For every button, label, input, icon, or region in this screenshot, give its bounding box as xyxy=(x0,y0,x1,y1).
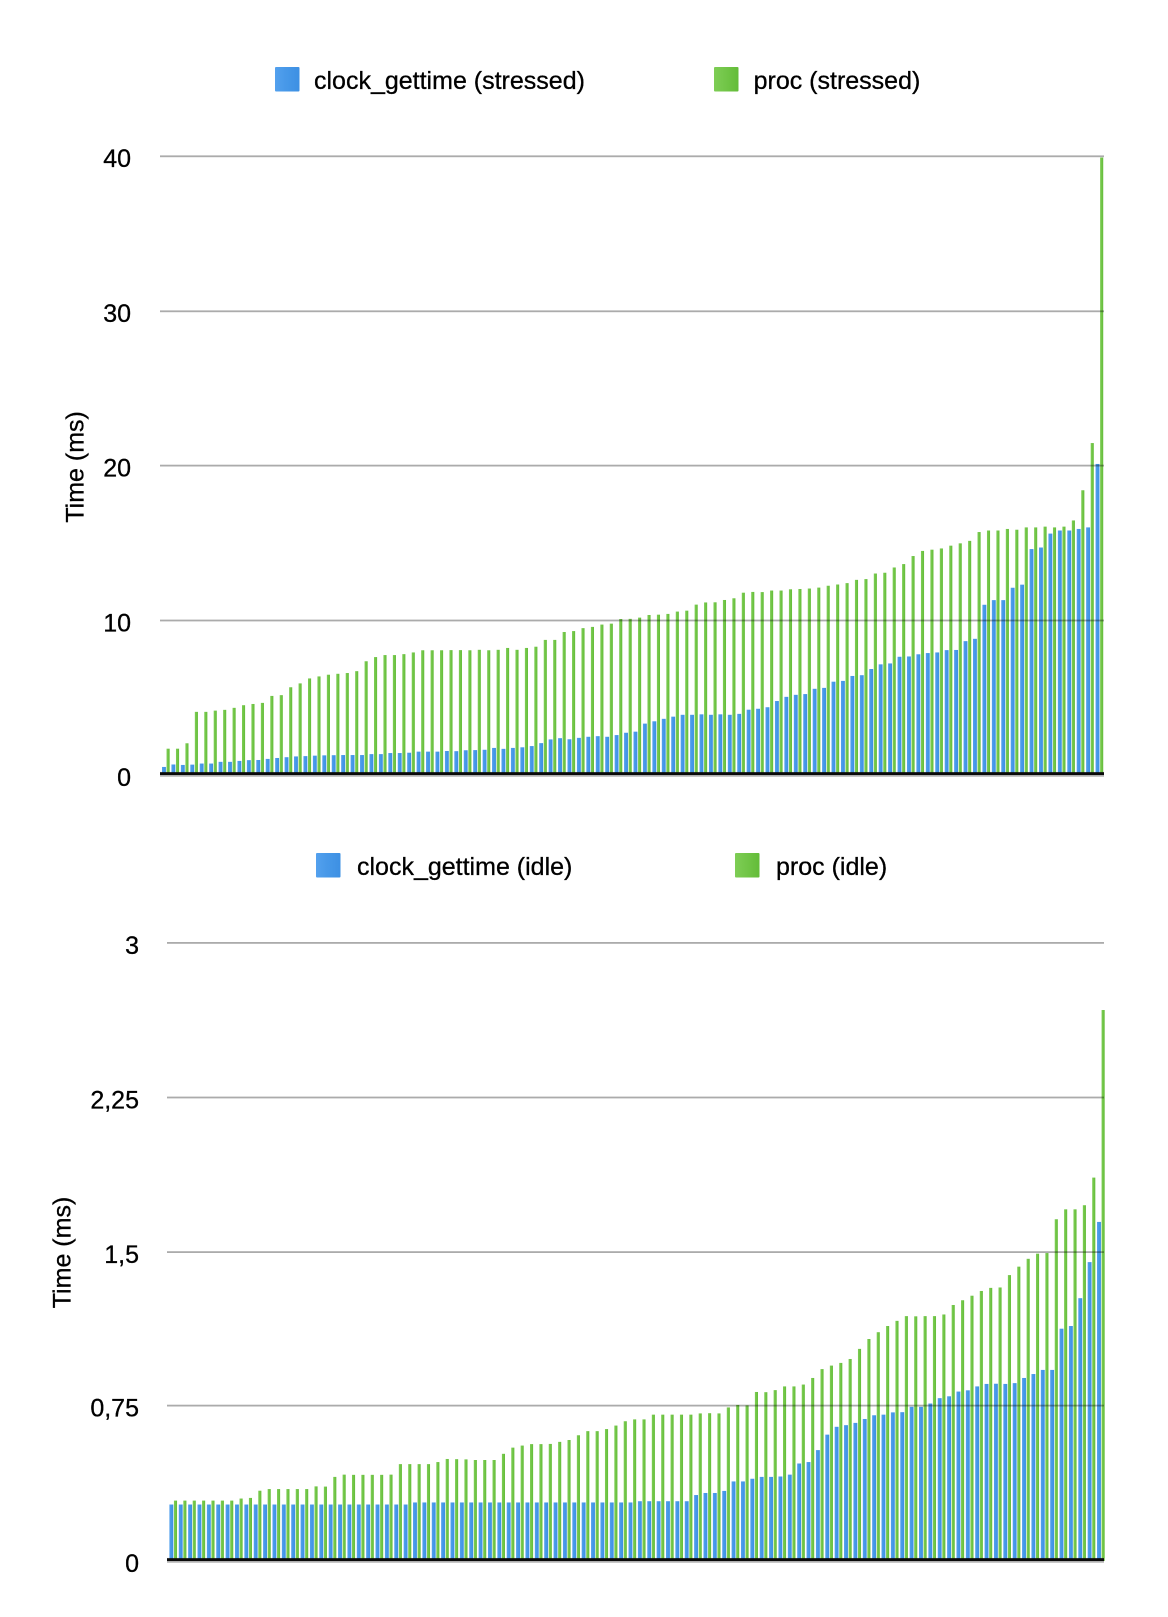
svg-text:3: 3 xyxy=(125,932,139,960)
svg-text:0: 0 xyxy=(125,1550,139,1578)
svg-text:2,25: 2,25 xyxy=(90,1086,139,1114)
svg-text:clock_gettime (stressed): clock_gettime (stressed) xyxy=(314,67,585,95)
svg-text:proc (idle): proc (idle) xyxy=(776,853,887,881)
svg-text:30: 30 xyxy=(103,300,131,328)
svg-text:Time (ms): Time (ms) xyxy=(49,1197,77,1309)
svg-text:0,75: 0,75 xyxy=(90,1395,139,1423)
svg-text:10: 10 xyxy=(103,609,131,637)
svg-text:0: 0 xyxy=(117,764,131,792)
svg-text:clock_gettime (idle): clock_gettime (idle) xyxy=(357,853,572,881)
svg-text:40: 40 xyxy=(103,145,131,173)
svg-text:proc (stressed): proc (stressed) xyxy=(754,67,921,95)
svg-text:1,5: 1,5 xyxy=(104,1241,139,1269)
svg-text:Time (ms): Time (ms) xyxy=(62,411,90,523)
svg-text:20: 20 xyxy=(103,455,131,483)
